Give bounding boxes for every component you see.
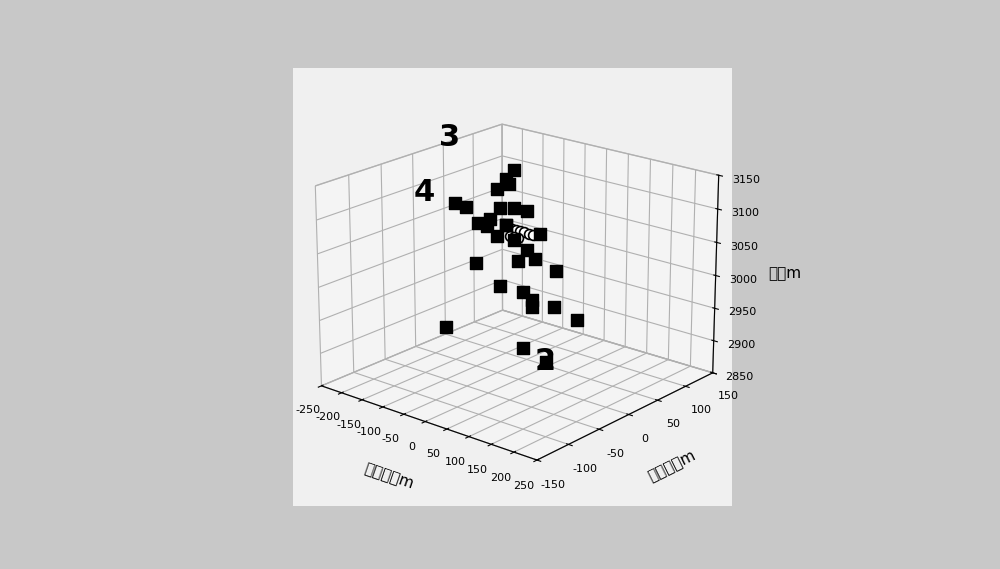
- X-axis label: 东西方向m: 东西方向m: [362, 461, 415, 492]
- Y-axis label: 南北方向m: 南北方向m: [645, 448, 698, 484]
